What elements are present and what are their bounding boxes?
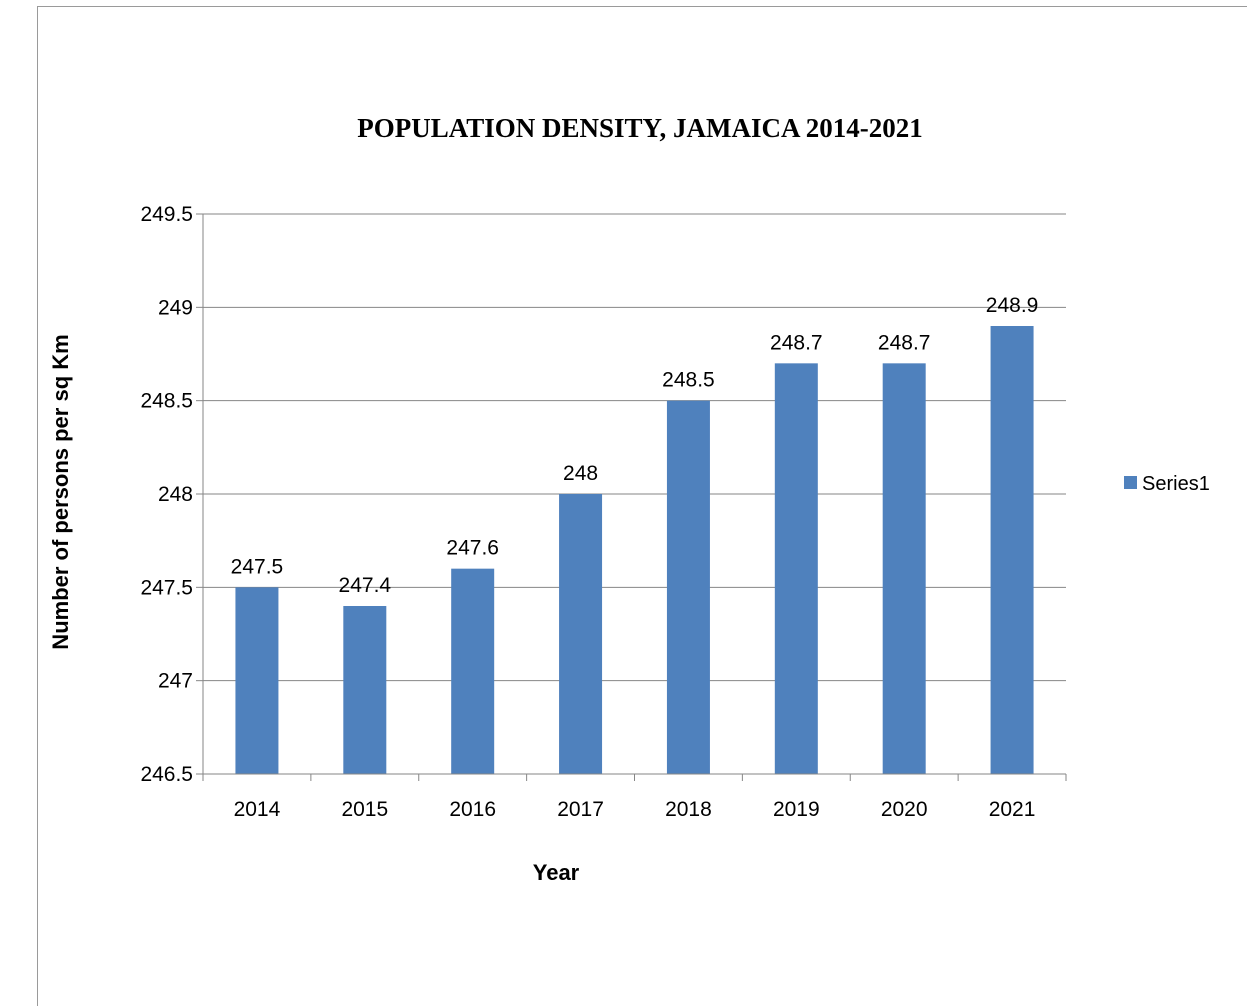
data-label-2015: 247.4 (339, 574, 392, 597)
y-tick-label: 248 (158, 483, 193, 506)
bar-2018 (666, 400, 710, 774)
y-tick-label: 248.5 (140, 390, 193, 413)
y-tick-labels: 246.5 247 247.5 248 248.5 249 249.5 (140, 203, 193, 786)
y-axis-title: Number of persons per sq Km (48, 334, 73, 649)
bar-2014 (235, 587, 279, 774)
bar-2020 (882, 363, 926, 774)
gridlines (203, 213, 1066, 682)
x-tick-labels: 2014 2015 2016 2017 2018 2019 2020 2021 (234, 798, 1036, 821)
x-tick-label-2015: 2015 (341, 798, 388, 821)
x-tick-label-2016: 2016 (449, 798, 496, 821)
x-tick-label-2021: 2021 (989, 798, 1036, 821)
data-label-2018: 248.5 (662, 369, 715, 392)
data-label-2017: 248 (563, 462, 598, 485)
chart-title: POPULATION DENSITY, JAMAICA 2014-2021 (357, 113, 923, 143)
bar-chart: POPULATION DENSITY, JAMAICA 2014-2021 24… (48, 113, 1210, 885)
bars (235, 326, 1034, 774)
data-labels: 247.5 247.4 247.6 248 248.5 248.7 248.7 248.9 (231, 294, 1039, 597)
axes (196, 213, 1067, 781)
bar-2015 (343, 606, 387, 774)
y-tick-label: 246.5 (140, 763, 193, 786)
chart-border (37, 6, 1247, 1006)
bar-2019 (774, 363, 818, 774)
data-label-2019: 248.7 (770, 331, 823, 354)
data-label-2014: 247.5 (231, 555, 284, 578)
legend-swatch-series1 (1124, 476, 1137, 489)
bar-2021 (990, 326, 1034, 774)
legend-label-series1: Series1 (1142, 473, 1210, 495)
y-tick-label: 249.5 (140, 203, 193, 226)
legend: Series1 (1124, 473, 1210, 495)
bar-2017 (559, 494, 603, 774)
x-tick-label-2014: 2014 (234, 798, 281, 821)
x-tick-label-2018: 2018 (665, 798, 712, 821)
y-tick-label: 249 (158, 296, 193, 319)
bar-2016 (451, 568, 495, 774)
x-tick-label-2017: 2017 (557, 798, 604, 821)
data-label-2020: 248.7 (878, 331, 931, 354)
x-axis-title: Year (533, 860, 580, 885)
x-tick-label-2019: 2019 (773, 798, 820, 821)
x-tick-label-2020: 2020 (881, 798, 928, 821)
data-label-2021: 248.9 (986, 294, 1039, 317)
data-label-2016: 247.6 (446, 537, 499, 560)
y-tick-label: 247 (158, 670, 193, 693)
y-tick-label: 247.5 (140, 576, 193, 599)
